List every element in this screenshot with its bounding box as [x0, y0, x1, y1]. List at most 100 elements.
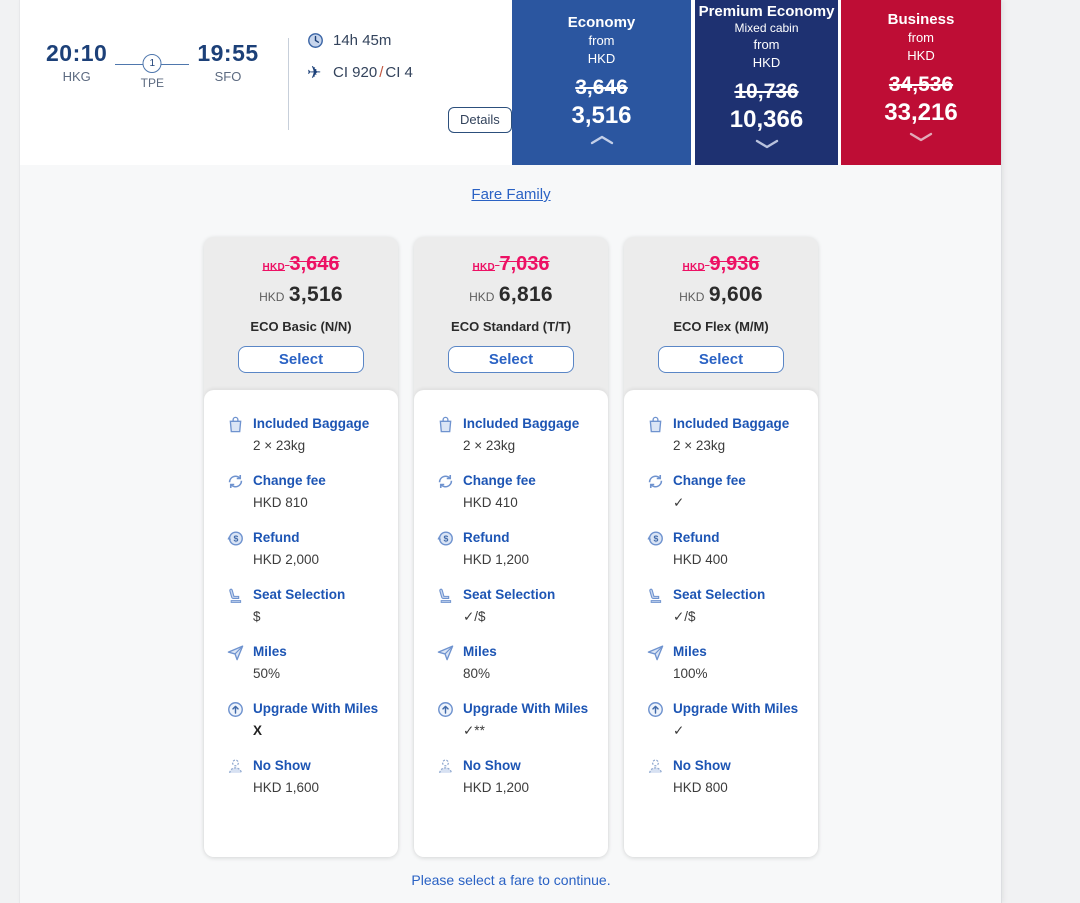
route-graphic: 1 TPE	[113, 40, 191, 92]
fare-card-features: Included Baggage 2 × 23kg Change fee HKD 4…	[414, 390, 608, 857]
feature-baggage: Included Baggage 2 × 23kg	[436, 414, 600, 456]
flight-number-2: CI 4	[385, 64, 413, 81]
vertical-divider	[288, 38, 289, 130]
old-price-currency: HKD	[682, 262, 706, 273]
fare-family-link[interactable]: Fare Family	[471, 186, 551, 203]
fare-card-eco-standard: HKD 7,036 HKD 6,816 ECO Standard (T/T) S…	[414, 237, 608, 857]
fare-card-header: HKD 7,036 HKD 6,816 ECO Standard (T/T) S…	[414, 237, 608, 390]
feature-value: HKD 410	[463, 495, 518, 510]
departure-time: 20:10	[46, 40, 108, 66]
feature-value: 100%	[673, 666, 708, 681]
flight-info: 14h 45m ✈ CI 920/CI 4	[307, 32, 413, 96]
old-price-currency: HKD	[262, 262, 286, 273]
feature-baggage: Included Baggage 2 × 23kg	[226, 414, 390, 456]
feature-upgrade-with-miles: Upgrade With Miles X	[226, 699, 390, 741]
noshow-icon	[226, 756, 245, 798]
svg-text:$: $	[443, 534, 448, 544]
select-fare-hint: Please select a fare to continue.	[411, 872, 611, 888]
feature-value: HKD 810	[253, 495, 308, 510]
baggage-icon	[646, 414, 665, 456]
current-price: HKD 3,516	[204, 282, 398, 310]
departure-block: 20:10 HKG	[46, 40, 107, 84]
svg-text:$: $	[653, 534, 658, 544]
stop-airport: TPE	[140, 76, 164, 90]
flight-result-card: 20:10 HKG 1 TPE 19:55 SFO 14h 45m ✈	[19, 0, 1002, 903]
feature-value: ✓**	[463, 723, 485, 738]
old-price-amount: 3,646	[289, 253, 340, 275]
current-price: 3,516	[571, 102, 632, 129]
arrival-time: 19:55	[197, 40, 259, 66]
old-price-amount: 9,936	[709, 253, 760, 275]
feature-value: $	[253, 609, 261, 624]
fare-card-eco-basic: HKD 3,646 HKD 3,516 ECO Basic (N/N) Sele…	[204, 237, 398, 857]
select-button[interactable]: Select	[238, 346, 364, 373]
currency-label: HKD	[752, 55, 781, 70]
refund-icon: $	[646, 528, 665, 570]
plane-icon: ✈	[307, 63, 322, 82]
feature-label: Miles	[463, 644, 497, 659]
current-price: HKD 6,816	[414, 282, 608, 310]
feature-value: 80%	[463, 666, 491, 681]
price-amount: 9,606	[708, 283, 763, 306]
cabin-header-economy[interactable]: Economy from HKD 3,646 3,516	[512, 0, 691, 185]
seat-icon	[436, 585, 455, 627]
feature-label: Miles	[673, 644, 707, 659]
seat-icon	[226, 585, 245, 627]
feature-no-show: No Show HKD 800	[646, 756, 810, 798]
flight-number-1: CI 920	[333, 64, 378, 81]
select-button[interactable]: Select	[448, 346, 574, 373]
feature-value: 2 × 23kg	[463, 438, 516, 453]
feature-value: 2 × 23kg	[253, 438, 306, 453]
feature-upgrade-with-miles: Upgrade With Miles ✓	[646, 699, 810, 741]
feature-label: Upgrade With Miles	[463, 701, 589, 716]
feature-value: 2 × 23kg	[673, 438, 726, 453]
duration-value: 14h 45m	[333, 32, 392, 49]
feature-no-show: No Show HKD 1,200	[436, 756, 600, 798]
flight-numbers: CI 920/CI 4	[333, 64, 413, 81]
price-currency: HKD	[679, 290, 705, 304]
miles-icon	[226, 642, 245, 684]
feature-label: No Show	[253, 758, 311, 773]
old-price-currency: HKD	[472, 262, 496, 273]
fare-card-header: HKD 3,646 HKD 3,516 ECO Basic (N/N) Sele…	[204, 237, 398, 390]
feature-value: HKD 1,200	[463, 552, 530, 567]
details-button[interactable]: Details	[448, 107, 512, 133]
feature-change-fee: Change fee ✓	[646, 471, 810, 513]
old-price: 3,646	[575, 76, 628, 99]
old-price-amount: 7,036	[499, 253, 550, 275]
feature-miles: Miles 80%	[436, 642, 600, 684]
feature-baggage: Included Baggage 2 × 23kg	[646, 414, 810, 456]
chevron-down-icon	[695, 139, 838, 149]
feature-label: Upgrade With Miles	[673, 701, 799, 716]
feature-label: Refund	[463, 530, 510, 545]
cabin-header-premium-economy[interactable]: Premium Economy Mixed cabin from HKD 10,…	[695, 0, 838, 165]
feature-value: ✓/$	[673, 609, 696, 624]
feature-label: Seat Selection	[463, 587, 556, 602]
upgrade-icon	[646, 699, 665, 741]
noshow-icon	[646, 756, 665, 798]
feature-miles: Miles 50%	[226, 642, 390, 684]
feature-label: No Show	[673, 758, 731, 773]
feature-miles: Miles 100%	[646, 642, 810, 684]
refund-icon: $	[226, 528, 245, 570]
feature-no-show: No Show HKD 1,600	[226, 756, 390, 798]
cabin-header-business[interactable]: Business from HKD 34,536 33,216	[841, 0, 1001, 165]
feature-label: Refund	[673, 530, 720, 545]
from-label: from	[753, 37, 780, 52]
feature-value: HKD 2,000	[253, 552, 320, 567]
miles-icon	[436, 642, 455, 684]
feature-value: HKD 800	[673, 780, 728, 795]
upgrade-icon	[226, 699, 245, 741]
fare-card-header: HKD 9,936 HKD 9,606 ECO Flex (M/M) Selec…	[624, 237, 818, 390]
feature-label: Included Baggage	[673, 416, 790, 431]
flight-number-separator: /	[379, 64, 384, 81]
cabin-name: Premium Economy	[698, 3, 835, 20]
price-amount: 3,516	[288, 283, 343, 306]
old-price: HKD 7,036	[414, 252, 608, 280]
arrival-block: 19:55 SFO	[197, 40, 258, 84]
select-button[interactable]: Select	[658, 346, 784, 373]
duration-line: 14h 45m	[307, 32, 413, 49]
fare-card-features: Included Baggage 2 × 23kg Change fee ✓ $ R…	[624, 390, 818, 857]
feature-change-fee: Change fee HKD 810	[226, 471, 390, 513]
price-currency: HKD	[469, 290, 495, 304]
